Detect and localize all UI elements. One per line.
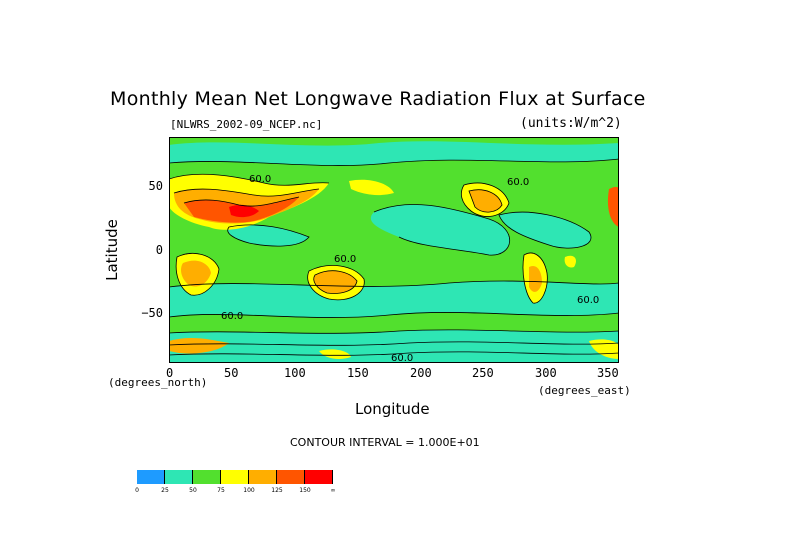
warm-region: [564, 255, 576, 268]
contour-line: [169, 312, 619, 318]
contour-label: 60.0: [577, 295, 599, 306]
x-tick-label: 250: [472, 366, 494, 380]
x-tick-label: 300: [535, 366, 557, 380]
colorbar-segment: [277, 470, 305, 484]
colorbar-label: ∞: [330, 487, 336, 494]
contour-label: 60.0: [334, 254, 356, 265]
colorbar: 0 25 50 75 100 125 150 ∞: [135, 470, 336, 498]
contour-line: [498, 211, 592, 249]
contour-interval-text: CONTOUR INTERVAL = 1.000E+01: [290, 436, 480, 449]
contour-labels: 60.0 60.0 60.0 60.0 60.0 60.0: [221, 174, 599, 363]
contour-line: [169, 351, 619, 356]
contour-line: [373, 204, 511, 256]
colorbar-segment: [165, 470, 193, 484]
colorbar-label: 125: [271, 487, 283, 494]
contour-line: [169, 173, 330, 186]
file-label: [NLWRS_2002-09_NCEP.nc]: [170, 118, 323, 131]
southern-ocean-band: [169, 281, 619, 318]
contour-line: [307, 265, 365, 301]
contour-label: 60.0: [391, 353, 413, 363]
contour-line: [169, 158, 619, 166]
contour-line: [522, 252, 548, 304]
arctic-band: [169, 141, 619, 166]
units-label: (units:W/m^2): [520, 116, 622, 131]
contour-label: 60.0: [507, 177, 529, 188]
colorbar-label: 50: [189, 487, 197, 494]
contour-line: [173, 188, 320, 197]
contour-line: [313, 270, 358, 294]
contour-line: [468, 189, 503, 213]
x-axis-label: Longitude: [355, 400, 430, 418]
contour-line: [227, 224, 310, 247]
hot-region: [469, 189, 502, 213]
x-tick-label: 200: [410, 366, 432, 380]
map-frame: [169, 137, 619, 363]
colorbar-segment: [249, 470, 277, 484]
peak-region: [229, 204, 259, 218]
colorbar-label: 75: [217, 487, 225, 494]
cyan-region: [227, 224, 309, 247]
colorbar-segment: [193, 470, 221, 484]
contour-line: [169, 341, 619, 346]
colorbar-segment: [137, 470, 165, 484]
colorbar-label: 150: [299, 487, 311, 494]
y-tick-label: 0: [155, 243, 163, 257]
y-axis-label: Latitude: [103, 219, 121, 281]
hot-region: [169, 337, 229, 354]
contour-line: [183, 196, 300, 207]
hot-region: [529, 265, 542, 292]
hot-region: [313, 270, 357, 294]
x-tick-label: 350: [597, 366, 619, 380]
contour-label: 60.0: [249, 174, 271, 185]
warm-region: [319, 349, 351, 359]
contour-line: [169, 329, 619, 334]
flux-map: 60.0 60.0 60.0 60.0 60.0 60.0: [169, 137, 619, 363]
x-tick-label: 100: [284, 366, 306, 380]
contour-label: 60.0: [221, 311, 243, 322]
colorbar-label: 100: [243, 487, 255, 494]
x-tick-label: 150: [347, 366, 369, 380]
y-unit-note: (degrees_north): [108, 376, 208, 389]
cyan-region: [499, 212, 591, 249]
hot-region: [181, 260, 211, 287]
warm-region: [589, 339, 619, 359]
hot-region: [607, 186, 619, 227]
warm-region: [349, 179, 394, 196]
x-tick-label: 0: [166, 366, 174, 380]
y-tick-label: 50: [148, 179, 163, 193]
contour-line: [175, 253, 220, 296]
contour-line: [169, 280, 619, 288]
colorbar-label: 0: [135, 487, 139, 494]
colorbar-label: 25: [161, 487, 169, 494]
page-title: Monthly Mean Net Longwave Radiation Flux…: [110, 88, 646, 110]
colorbar-segment: [221, 470, 249, 484]
colorbar-segment: [305, 470, 333, 484]
contour-lines: [169, 158, 619, 356]
x-unit-note: (degrees_east): [538, 384, 631, 397]
contour-line: [460, 182, 510, 217]
y-tick-label: −50: [141, 306, 163, 320]
map-background: [169, 137, 619, 363]
x-tick-label: 50: [224, 366, 239, 380]
cyan-region: [370, 204, 510, 256]
